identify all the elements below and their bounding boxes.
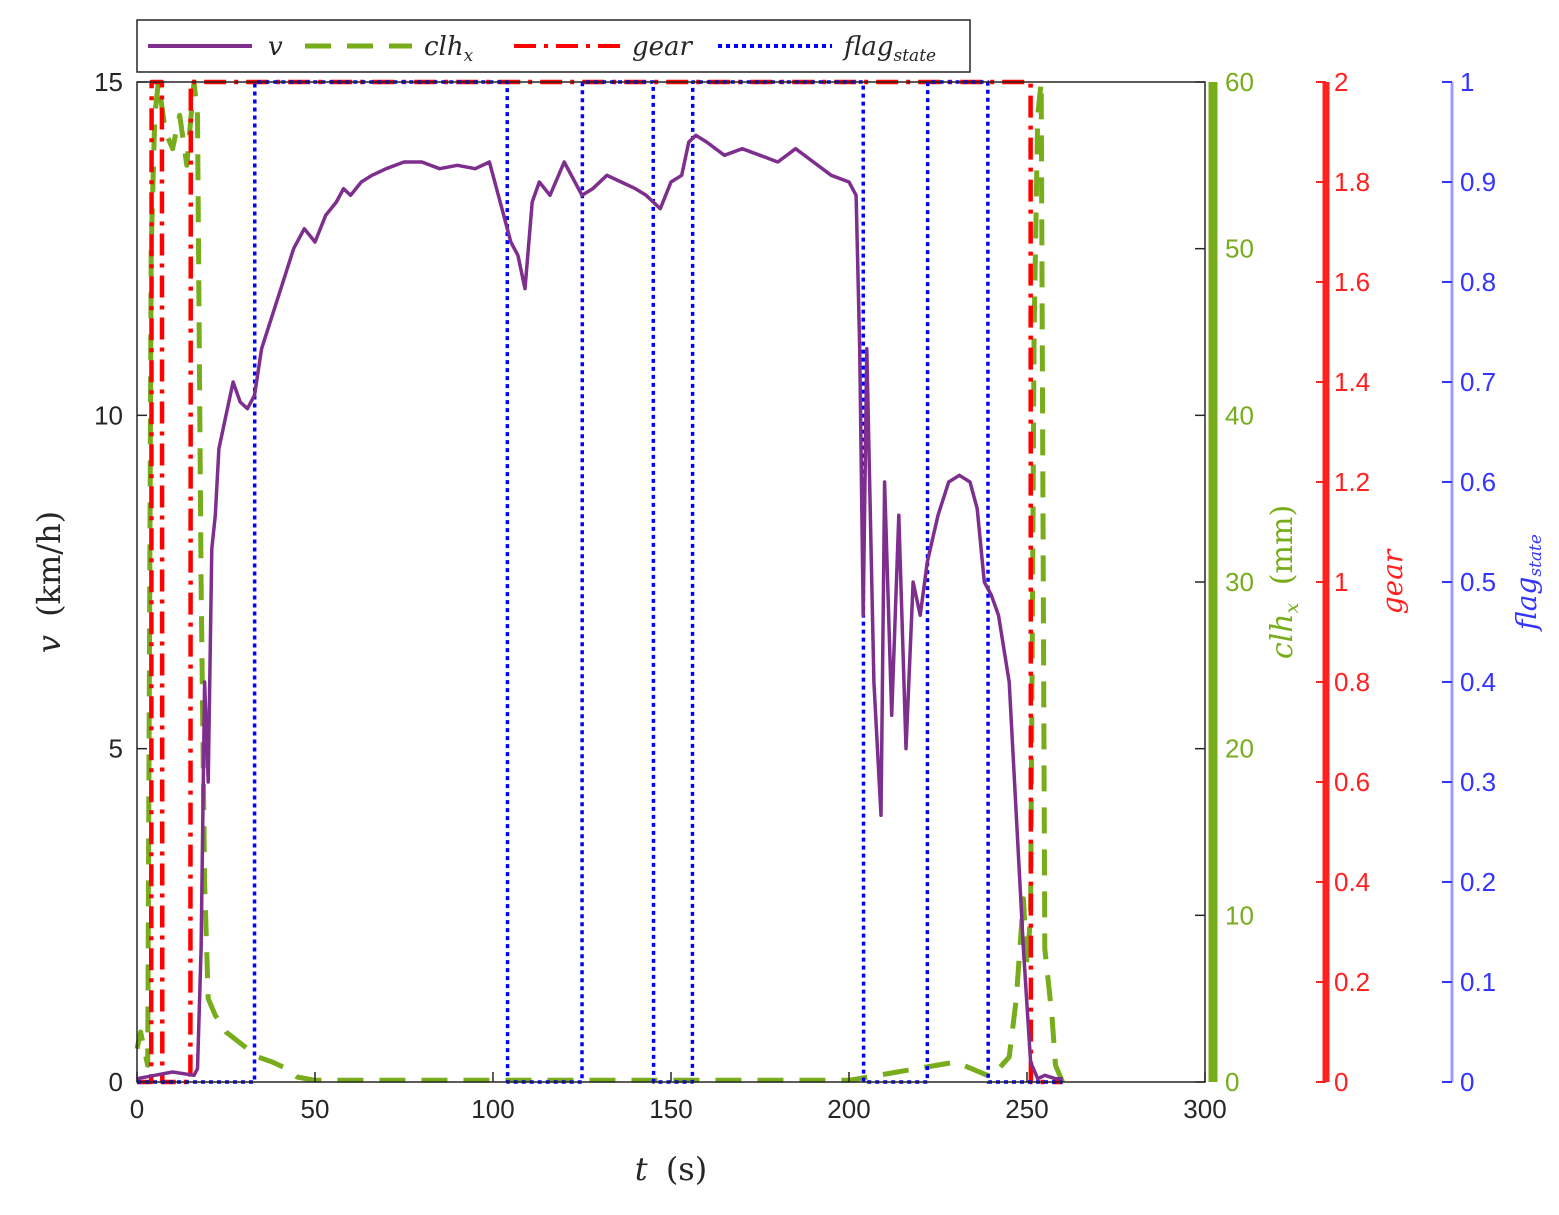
y-axis-left-label-unit: (km/h) bbox=[30, 511, 68, 617]
x-tick-label: 150 bbox=[649, 1094, 692, 1124]
x-tick-label: 300 bbox=[1183, 1094, 1226, 1124]
y-axis-left: 0 5 10 15 bbox=[94, 67, 147, 1097]
plot-area bbox=[137, 82, 1205, 1082]
series-line-v bbox=[136, 133, 1063, 1081]
x-tick-label: 50 bbox=[301, 1094, 330, 1124]
series-line-clh bbox=[134, 79, 1065, 1083]
y-axis-gear-label: gear bbox=[1376, 548, 1409, 614]
y-gear-tick-label: 1.2 bbox=[1334, 467, 1370, 497]
x-tick-label: 200 bbox=[827, 1094, 870, 1124]
legend-label-symbol: gear bbox=[632, 32, 694, 62]
y-left-tick-label: 10 bbox=[94, 400, 123, 430]
y-axis-left-label-symbol: v bbox=[30, 635, 68, 653]
y-axis-flag-label-subscript: state bbox=[1526, 534, 1546, 577]
y-gear-tick-label: 1 bbox=[1334, 567, 1348, 597]
y-axis-left-label: v (km/h) bbox=[30, 511, 68, 653]
legend-label-symbol: clh bbox=[424, 32, 464, 62]
x-axis: 0 50 100 150 200 250 300 bbox=[130, 1072, 1227, 1124]
y-axis-flag: 0 0.1 0.2 0.3 0.4 0.5 0.6 0.7 0.8 0.9 1 bbox=[1442, 67, 1496, 1097]
x-tick-label: 100 bbox=[471, 1094, 514, 1124]
y-gear-tick-label: 0.8 bbox=[1334, 667, 1370, 697]
y-left-tick-label: 0 bbox=[109, 1067, 123, 1097]
y-flag-tick-label: 0.4 bbox=[1460, 667, 1496, 697]
y-gear-tick-label: 1.6 bbox=[1334, 267, 1370, 297]
x-tick-label: 250 bbox=[1005, 1094, 1048, 1124]
y-gear-tick-label: 0.4 bbox=[1334, 867, 1370, 897]
legend: v clhx gear flagstate bbox=[136, 19, 971, 73]
y-clh-tick-label: 40 bbox=[1225, 400, 1254, 430]
y-axis-clh-label-unit: (mm) bbox=[1265, 505, 1300, 585]
y-clh-tick-label: 10 bbox=[1225, 900, 1254, 930]
y-flag-tick-label: 0.1 bbox=[1460, 967, 1496, 997]
legend-label-2: gear bbox=[632, 32, 694, 62]
series-line-gear bbox=[137, 79, 1063, 1085]
series-line-flag_state bbox=[137, 80, 1063, 1084]
y-flag-tick-label: 0.7 bbox=[1460, 367, 1496, 397]
y-axis-flag-label: flagstate bbox=[1510, 534, 1546, 632]
x-axis-label-unit: (s) bbox=[666, 1150, 707, 1188]
legend-label-3: flagstate bbox=[842, 32, 936, 66]
y-clh-tick-label: 50 bbox=[1225, 234, 1254, 264]
x-axis-label-symbol: t bbox=[635, 1150, 648, 1188]
y-flag-tick-label: 0.5 bbox=[1460, 567, 1496, 597]
y-flag-tick-label: 0.8 bbox=[1460, 267, 1496, 297]
y-axis-clh-label: clhx (mm) bbox=[1265, 505, 1306, 659]
y-gear-tick-label: 0.2 bbox=[1334, 967, 1370, 997]
y-flag-tick-label: 0.2 bbox=[1460, 867, 1496, 897]
y-clh-tick-label: 60 bbox=[1225, 67, 1254, 97]
y-flag-tick-label: 1 bbox=[1460, 67, 1474, 97]
y-gear-tick-label: 1.4 bbox=[1334, 367, 1370, 397]
y-axis-clh-label-subscript: x bbox=[1281, 602, 1303, 613]
y-gear-tick-label: 2 bbox=[1334, 67, 1348, 97]
y-clh-tick-label: 30 bbox=[1225, 567, 1254, 597]
y-axis-clh-label-symbol: clh bbox=[1265, 613, 1300, 659]
x-axis-label: t (s) bbox=[635, 1150, 707, 1188]
legend-label-symbol: flag bbox=[842, 32, 894, 62]
legend-entries: v clhx gear flagstate bbox=[148, 32, 936, 66]
y-left-tick-label: 5 bbox=[109, 734, 123, 764]
legend-label-symbol: v bbox=[268, 32, 283, 62]
y-flag-tick-label: 0.9 bbox=[1460, 167, 1496, 197]
y-gear-tick-label: 0 bbox=[1334, 1067, 1348, 1097]
y-axis-gear: 0 0.2 0.4 0.6 0.8 1 1.2 1.4 1.6 1.8 2 bbox=[1316, 67, 1370, 1097]
x-tick-label: 0 bbox=[130, 1094, 144, 1124]
y-flag-tick-label: 0.3 bbox=[1460, 767, 1496, 797]
y-clh-tick-label: 0 bbox=[1225, 1067, 1239, 1097]
series-layer bbox=[134, 79, 1065, 1085]
legend-label-subscript: x bbox=[464, 46, 474, 66]
legend-label-subscript: state bbox=[894, 46, 937, 66]
y-axis-flag-label-symbol: flag bbox=[1510, 577, 1543, 632]
y-gear-tick-label: 0.6 bbox=[1334, 767, 1370, 797]
legend-label-1: clhx bbox=[424, 32, 474, 66]
y-flag-tick-label: 0.6 bbox=[1460, 467, 1496, 497]
y-gear-tick-label: 1.8 bbox=[1334, 167, 1370, 197]
y-axis-clh: 0 10 20 30 40 50 60 bbox=[1195, 67, 1254, 1097]
y-flag-tick-label: 0 bbox=[1460, 1067, 1474, 1097]
legend-label-0: v bbox=[268, 32, 283, 62]
y-left-tick-label: 15 bbox=[94, 67, 123, 97]
y-clh-tick-label: 20 bbox=[1225, 734, 1254, 764]
